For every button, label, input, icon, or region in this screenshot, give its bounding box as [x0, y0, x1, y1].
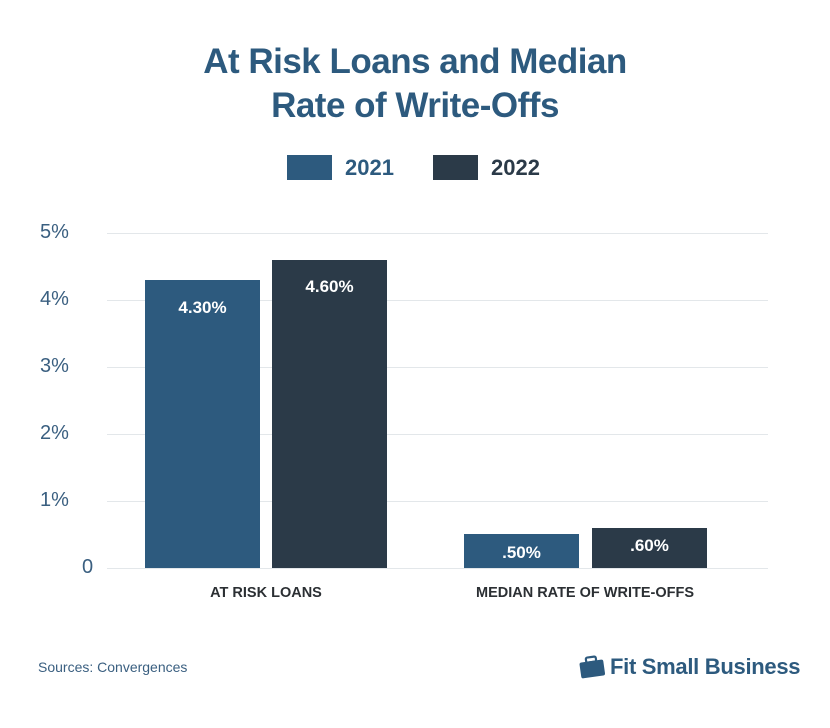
gridline-3: [107, 367, 768, 368]
y-tick-0: 0: [82, 556, 94, 578]
briefcase-icon: [579, 655, 606, 679]
bar-label-at-risk-2021: 4.30%: [178, 298, 227, 317]
bar-at-risk-2021: 4.30%: [145, 280, 260, 568]
bar-writeoff-2022: .60%: [592, 528, 707, 568]
bar-writeoff-2021: .50%: [464, 534, 579, 568]
brand-name: Fit Small Business: [610, 654, 801, 679]
y-tick-5: 5%: [40, 221, 69, 243]
gridline-2: [107, 434, 768, 435]
legend: 2021 2022: [0, 155, 830, 181]
bar-label-writeoff-2021: .50%: [502, 543, 541, 562]
chart-title-line-2: Rate of Write-Offs: [271, 86, 559, 125]
bar-at-risk-2022: 4.60%: [272, 260, 387, 568]
bar-label-writeoff-2022: .60%: [630, 536, 669, 555]
x-label-at-risk-loans: AT RISK LOANS: [210, 585, 322, 601]
gridline-4: [107, 300, 768, 301]
source-note: Sources: Convergences: [38, 659, 188, 675]
legend-label-2022: 2022: [491, 155, 540, 180]
gridline-1: [107, 501, 768, 502]
gridline-5: [107, 233, 768, 234]
y-tick-1: 1%: [40, 489, 69, 511]
legend-label-2021: 2021: [345, 155, 394, 180]
x-label-median-write-offs: MEDIAN RATE OF WRITE-OFFS: [475, 585, 695, 601]
gridline-0: [107, 568, 768, 569]
y-tick-3: 3%: [40, 355, 69, 377]
y-tick-4: 4%: [40, 288, 69, 310]
chart-title-line-1: At Risk Loans and Median: [203, 42, 627, 81]
chart-title: At Risk Loans and Median Rate of Write-O…: [0, 40, 830, 128]
legend-swatch-2021: [287, 155, 332, 180]
bar-label-at-risk-2022: 4.60%: [305, 277, 354, 296]
y-tick-2: 2%: [40, 422, 69, 444]
legend-swatch-2022: [433, 155, 478, 180]
